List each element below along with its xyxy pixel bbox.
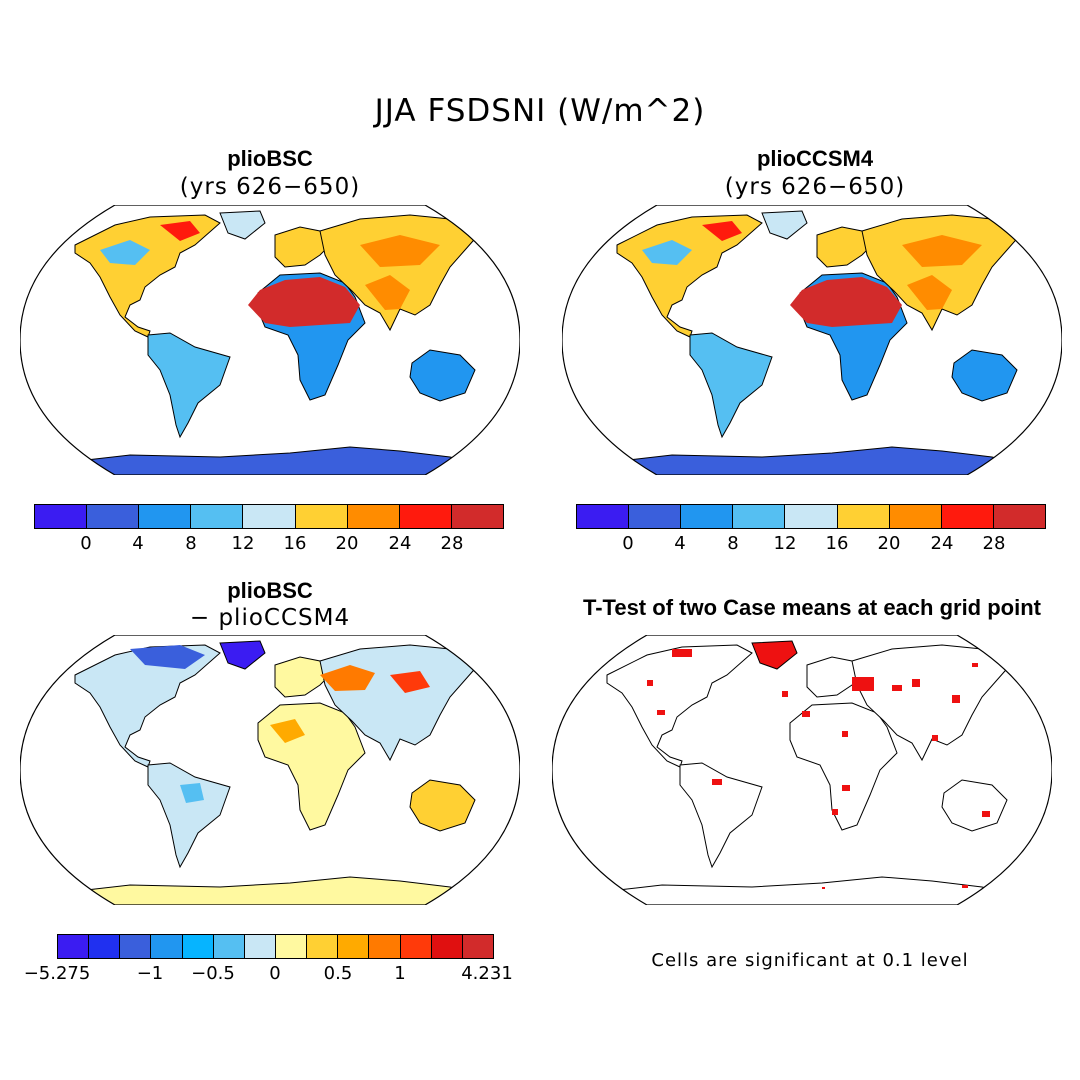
colorbar-swatch	[89, 935, 121, 958]
colorbar-tick: 28	[982, 533, 1006, 554]
colorbar-swatch	[889, 505, 942, 528]
colorbar-tick: 0	[80, 533, 92, 554]
colorbar-tick: 4	[132, 533, 144, 554]
panel-title-tr: plioCCSM4	[756, 146, 874, 171]
colorbar-tick: 24	[388, 533, 412, 554]
panel-title-bl: plioBSC	[227, 578, 313, 603]
panel-title-br: T-Test of two Case means at each grid po…	[582, 595, 1041, 620]
colorbar-swatch	[35, 505, 88, 528]
colorbar-tick: 28	[440, 533, 464, 554]
colorbar-swatch	[120, 935, 152, 958]
colorbar-tick: 20	[335, 533, 359, 554]
colorbar-tick: 20	[877, 533, 901, 554]
colorbar-tick: 12	[231, 533, 255, 554]
colorbar-tick: 4	[674, 533, 686, 554]
colorbar-swatch	[785, 505, 838, 528]
colorbar-ticks-top-left: 0 4 8 12 16 20 24 28	[34, 533, 504, 557]
colorbar-swatch	[369, 935, 401, 958]
colorbar-ticks-bottom-left: −5.275 −1 −0.5 0 0.5 1 4.231	[24, 963, 513, 987]
colorbar-swatch	[191, 505, 244, 528]
colorbar-swatch	[400, 935, 432, 958]
colorbar-tick: 1	[394, 963, 406, 984]
figure-title: JJA FSDSNI (W/m^2)	[374, 93, 706, 129]
colorbar-swatch	[213, 935, 245, 958]
map-panel-bottom-left	[20, 635, 520, 905]
colorbar-tick: 4.231	[461, 963, 513, 984]
significance-note: Cells are significant at 0.1 level	[651, 950, 969, 971]
colorbar-swatch	[462, 935, 493, 958]
colorbar-swatch	[941, 505, 994, 528]
colorbar-swatch	[151, 935, 183, 958]
colorbar-ticks-top-right: 0 4 8 12 16 20 24 28	[576, 533, 1046, 557]
panel-title-tl: plioBSC	[227, 146, 313, 171]
colorbar-top-right	[576, 504, 1046, 529]
colorbar-tick: −0.5	[191, 963, 235, 984]
colorbar-tick: 8	[185, 533, 197, 554]
colorbar-swatch	[399, 505, 452, 528]
colorbar-tick: 16	[825, 533, 849, 554]
colorbar-swatch	[347, 505, 400, 528]
map-panel-top-right	[562, 205, 1062, 475]
colorbar-swatch	[58, 935, 90, 958]
colorbar-swatch	[993, 505, 1045, 528]
colorbar-swatch	[431, 935, 463, 958]
colorbar-tick: 16	[283, 533, 307, 554]
colorbar-swatch	[295, 505, 348, 528]
colorbar-swatch	[338, 935, 370, 958]
colorbar-top-left	[34, 504, 504, 529]
map-panel-bottom-right	[552, 635, 1052, 905]
colorbar-swatch	[837, 505, 890, 528]
colorbar-tick: 12	[773, 533, 797, 554]
colorbar-tick: 0	[269, 963, 281, 984]
colorbar-tick: 0	[622, 533, 634, 554]
map-panel-top-left	[20, 205, 520, 475]
colorbar-swatch	[87, 505, 140, 528]
colorbar-swatch	[681, 505, 734, 528]
panel-subtitle-bl: − plioCCSM4	[189, 605, 351, 631]
colorbar-tick: −5.275	[23, 963, 91, 984]
colorbar-swatch	[307, 935, 339, 958]
colorbar-tick: 8	[727, 533, 739, 554]
colorbar-bottom-left	[57, 934, 494, 959]
colorbar-swatch	[243, 505, 296, 528]
colorbar-tick: 0.5	[323, 963, 353, 984]
colorbar-swatch	[733, 505, 786, 528]
colorbar-swatch	[244, 935, 276, 958]
colorbar-tick: 24	[930, 533, 954, 554]
panel-subtitle-tl: (yrs 626−650)	[179, 174, 361, 200]
colorbar-swatch	[182, 935, 214, 958]
colorbar-swatch	[629, 505, 682, 528]
colorbar-tick: −1	[136, 963, 164, 984]
colorbar-swatch	[451, 505, 503, 528]
colorbar-swatch	[139, 505, 192, 528]
colorbar-swatch	[275, 935, 308, 958]
colorbar-swatch	[577, 505, 630, 528]
panel-subtitle-tr: (yrs 626−650)	[724, 174, 906, 200]
